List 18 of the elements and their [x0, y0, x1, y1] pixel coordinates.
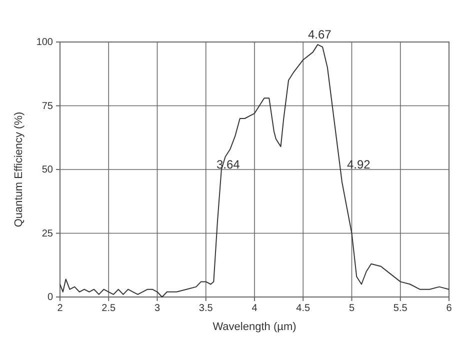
y-tick-label: 75 [42, 100, 54, 112]
x-tick-label: 4 [252, 303, 258, 314]
x-tick-label: 5 [348, 303, 355, 314]
y-tick-label: 0 [47, 292, 54, 304]
y-tick-label: 25 [42, 228, 54, 240]
annotation: 4.67 [308, 28, 332, 42]
x-tick-label: 3 [154, 303, 160, 314]
x-tick-label: 2 [57, 303, 64, 314]
y-axis-title: Quantum Efficiency (%) [13, 112, 25, 228]
x-tick-label: 4.5 [296, 303, 311, 314]
x-tick-label: 3.5 [198, 303, 214, 314]
x-tick-label: 5.5 [393, 303, 408, 314]
y-tick-label: 50 [42, 164, 54, 176]
x-tick-label: 2.5 [102, 303, 116, 314]
line-series [60, 44, 450, 298]
x-tick-label: 6 [446, 303, 452, 314]
x-axis-title: Wavelength (µm) [212, 321, 296, 333]
y-tick-label: 100 [36, 37, 54, 48]
